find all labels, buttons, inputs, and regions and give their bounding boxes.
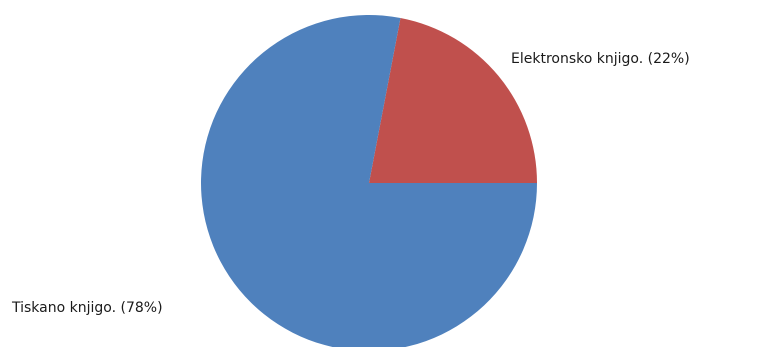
pie-slice-tiskano [201,15,537,347]
pie-slice-elektronsko [369,17,537,184]
pie-slices [201,15,537,347]
slice-label-elektronsko: Elektronsko knjigo. (22%) [511,51,690,67]
pie-labels: Elektronsko knjigo. (22%) Tiskano knjigo… [11,51,690,316]
slice-label-tiskano: Tiskano knjigo. (78%) [11,300,163,316]
